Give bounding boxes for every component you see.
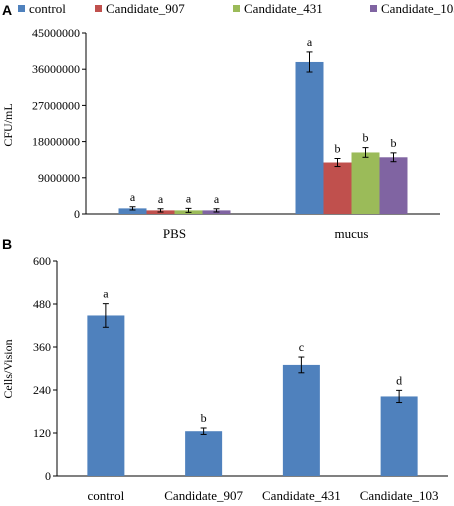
significance-letter: c <box>299 340 304 354</box>
legend-label-candidate_103: Candidate_103 <box>381 1 454 16</box>
legend-swatch-candidate_103 <box>370 5 377 12</box>
significance-letter: b <box>391 136 397 150</box>
significance-letter: b <box>201 411 207 425</box>
bar-control <box>87 315 125 476</box>
significance-letter: a <box>186 191 192 205</box>
x-tick-label-control: control <box>87 488 124 503</box>
chart-panel-a: A control Candidate_907 Candidate_431 Candi… <box>1 1 454 241</box>
x-tick-label-pbs: PBS <box>163 226 186 241</box>
x-tick-label-candidate_103: Candidate_103 <box>360 488 439 503</box>
bar-candidate_907 <box>185 431 223 476</box>
y-axis-label-a: CFU/mL <box>1 103 15 146</box>
significance-letter: b <box>335 141 341 155</box>
significance-letter: a <box>103 287 109 301</box>
panel-a-y-tick-label: 0 <box>74 207 80 221</box>
panel-a-label: A <box>2 2 12 18</box>
legend-label-candidate_431: Candidate_431 <box>244 1 323 16</box>
panel-a-y-tick-label: 36000000 <box>32 62 80 76</box>
panel-a-y-tick-label: 18000000 <box>32 135 80 149</box>
panel-b-y-tick-label: 240 <box>33 383 51 397</box>
legend-swatch-candidate_431 <box>233 5 240 12</box>
x-tick-label-mucus: mucus <box>335 226 369 241</box>
panel-b-y-tick-label: 0 <box>45 469 51 483</box>
x-tick-label-candidate_907: Candidate_907 <box>164 488 243 503</box>
panel-b-y-tick-label: 600 <box>33 254 51 268</box>
bar-candidate_103-mucus <box>379 157 408 214</box>
significance-letter: d <box>396 373 402 387</box>
bar-candidate_907-mucus <box>323 162 352 214</box>
plot-area-b: 0 120 240 360 480 600 a control b Candidate_907 c C… <box>33 254 448 503</box>
bar-control-pbs <box>118 208 147 214</box>
chart-panel-b: B Cells/Vision 0 120 240 360 480 600 a control b… <box>1 236 448 503</box>
panel-a-y-tick-label: 27000000 <box>32 98 80 112</box>
significance-letter: b <box>363 131 369 145</box>
panel-b-y-tick-label: 360 <box>33 340 51 354</box>
significance-letter: a <box>158 192 164 206</box>
significance-letter: a <box>214 192 220 206</box>
panel-a-y-tick-label: 9000000 <box>38 171 80 185</box>
significance-letter: a <box>307 35 313 49</box>
panel-b-y-tick-label: 120 <box>33 426 51 440</box>
panel-b-y-tick-label: 480 <box>33 297 51 311</box>
x-tick-label-candidate_431: Candidate_431 <box>262 488 341 503</box>
panel-b-label: B <box>2 236 12 252</box>
legend-swatch-candidate_907 <box>95 5 102 12</box>
bar-candidate_103 <box>380 396 418 476</box>
bar-candidate_431-mucus <box>351 152 380 214</box>
bar-control-mucus <box>295 61 324 215</box>
bar-candidate_431 <box>282 364 320 476</box>
y-axis-label-b: Cells/Vision <box>1 339 15 398</box>
legend: control Candidate_907 Candidate_431 Candida… <box>18 1 454 16</box>
legend-label-control: control <box>29 1 66 16</box>
panel-a-y-tick-label: 45000000 <box>32 26 80 40</box>
legend-swatch-control <box>18 5 25 12</box>
legend-label-candidate_907: Candidate_907 <box>106 1 185 16</box>
significance-letter: a <box>130 190 136 204</box>
plot-area-a: 0 9000000 18000000 27000000 36000000 45000000… <box>32 26 440 241</box>
